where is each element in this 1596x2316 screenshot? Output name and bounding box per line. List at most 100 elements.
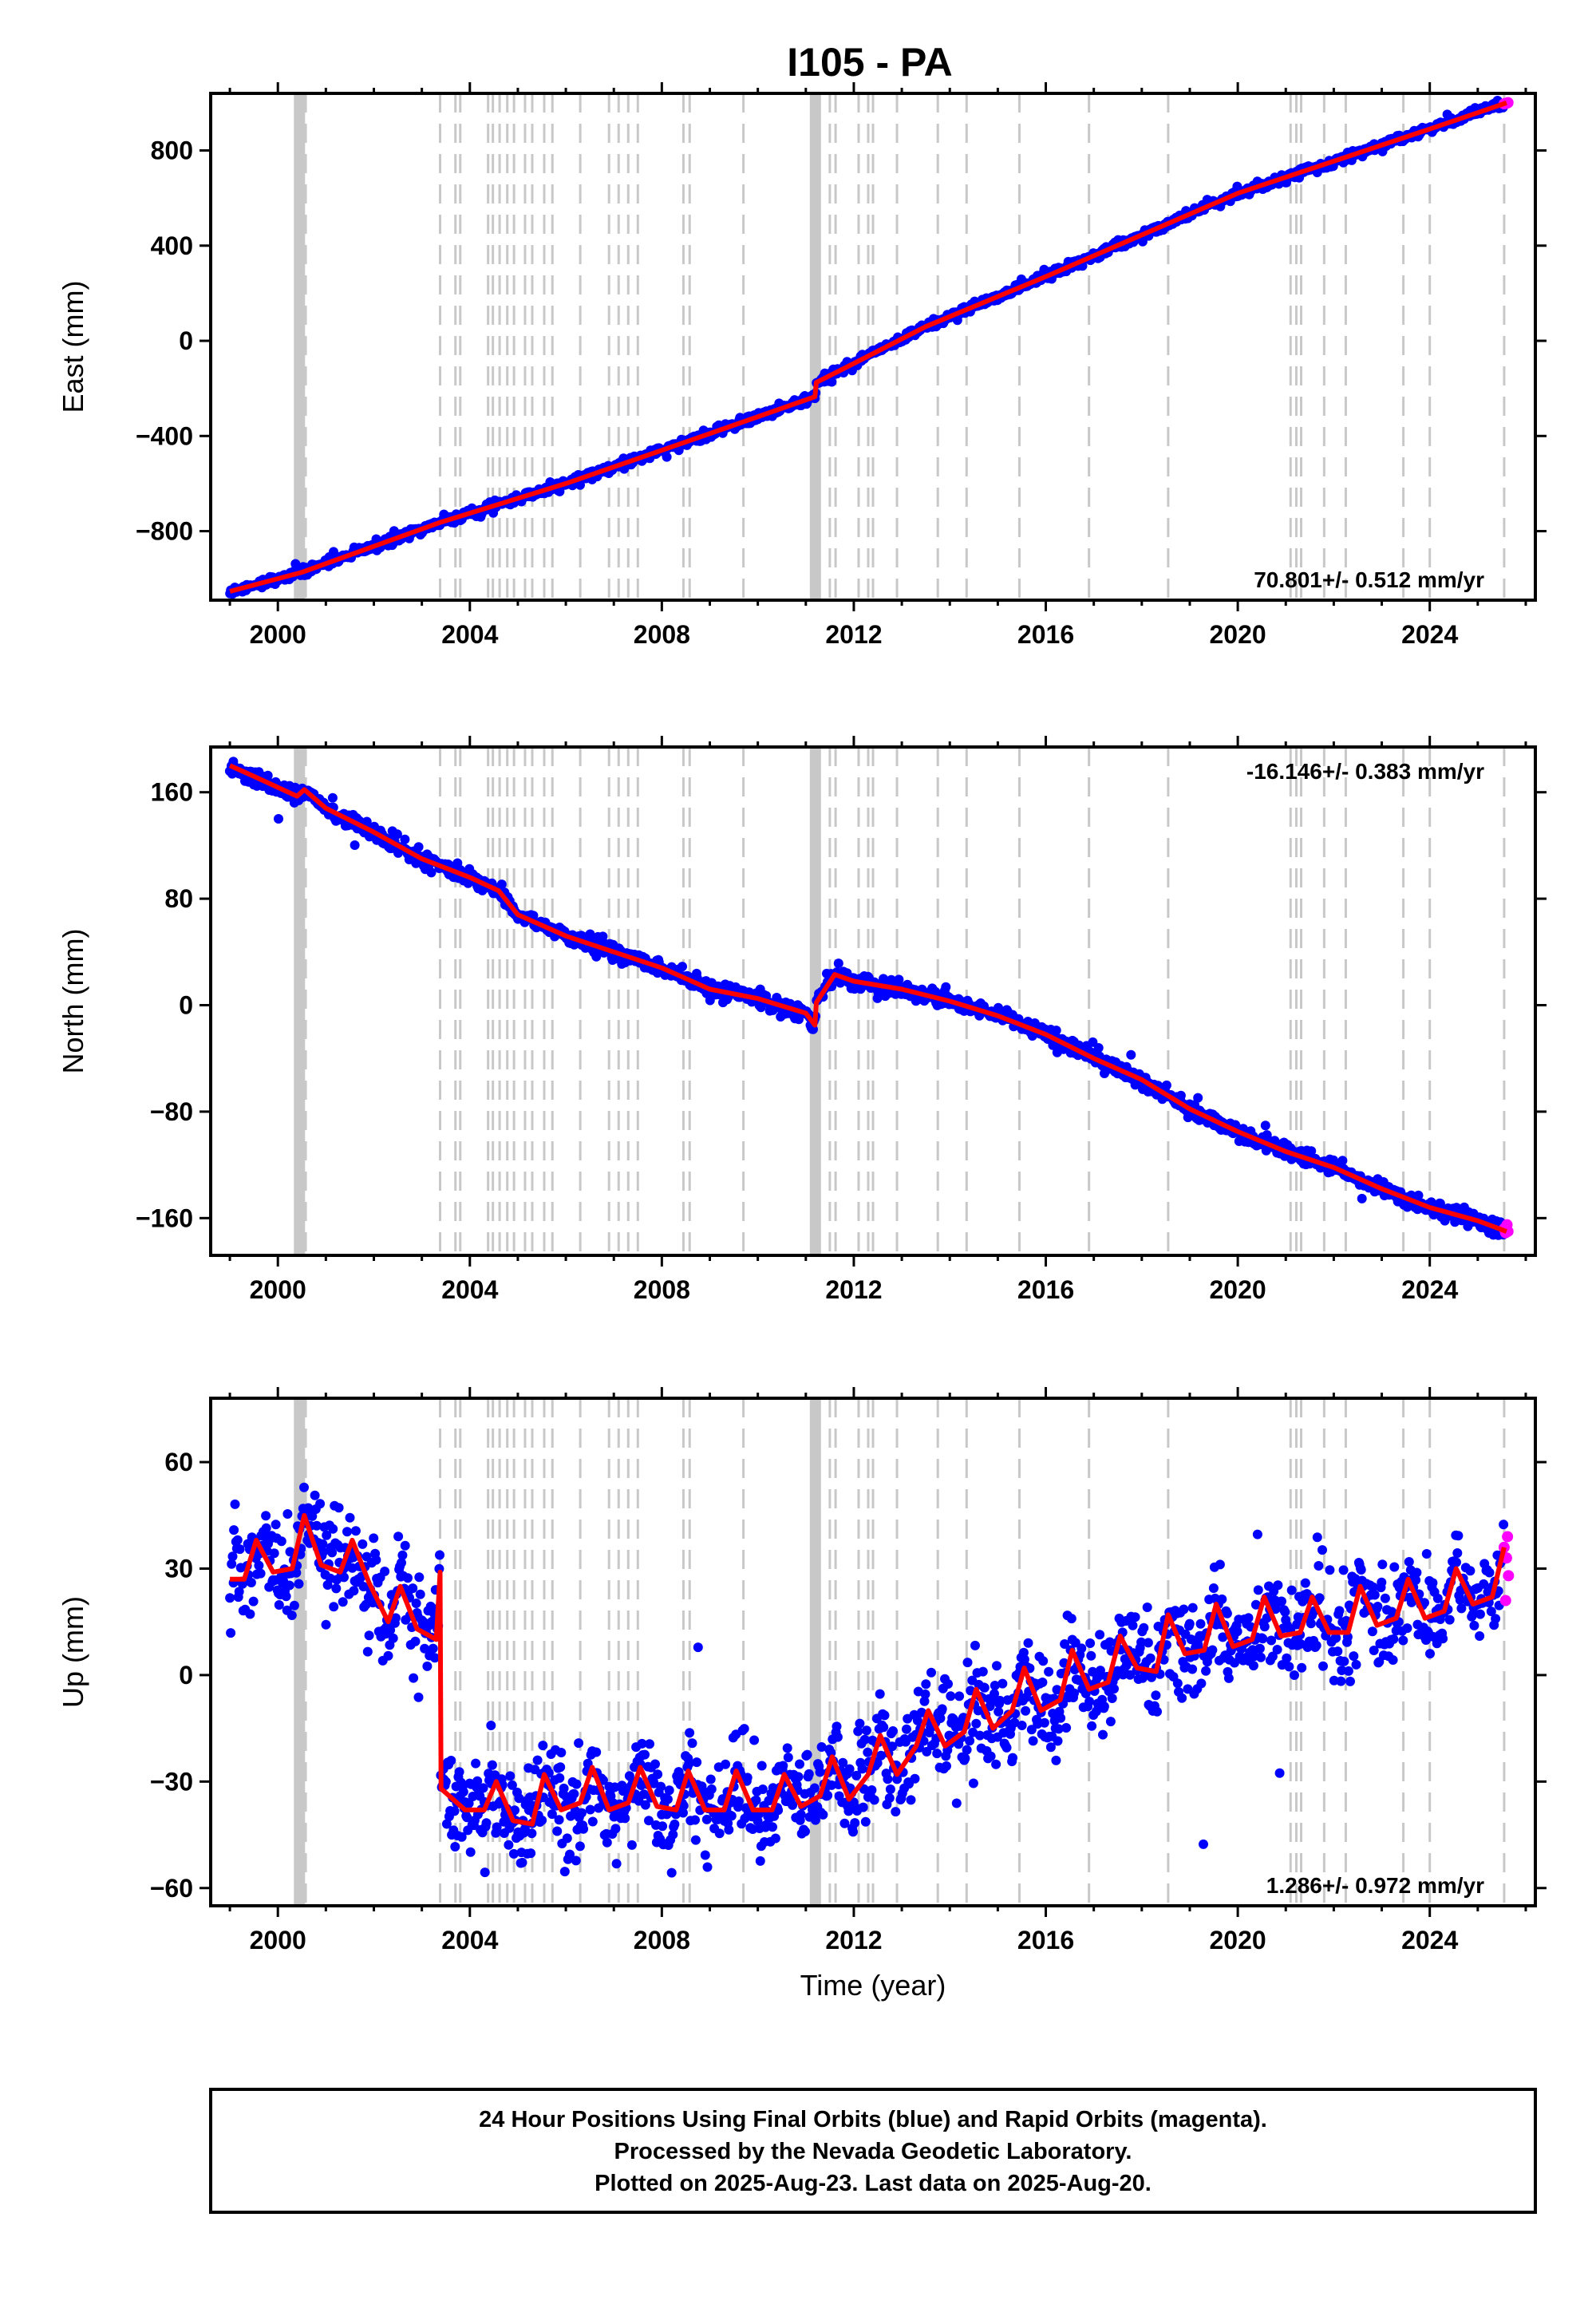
y-axis-label: East (mm) — [57, 281, 89, 413]
x-tick-label: 2004 — [441, 1926, 498, 1954]
data-point — [1252, 1529, 1262, 1539]
data-point — [749, 1735, 760, 1745]
data-point — [620, 1813, 630, 1824]
data-point — [662, 452, 672, 462]
data-point — [998, 1678, 1008, 1689]
data-point — [1069, 1688, 1079, 1698]
data-point — [1137, 236, 1148, 247]
footer-line-3: Plotted on 2025-Aug-23. Last data on 202… — [595, 2171, 1152, 2196]
data-point — [1019, 1654, 1029, 1665]
data-point — [713, 1919, 722, 1928]
data-point — [1128, 1620, 1138, 1630]
data-point — [832, 1721, 842, 1732]
data-point — [454, 1767, 464, 1777]
data-point — [339, 1572, 349, 1583]
data-point — [571, 1856, 581, 1866]
data-point — [435, 1550, 444, 1560]
data-point — [1402, 1623, 1412, 1634]
data-point — [1139, 1622, 1149, 1633]
data-point — [921, 1679, 931, 1690]
data-point — [809, 1783, 820, 1793]
data-point — [1038, 1656, 1049, 1666]
data-point — [234, 1587, 244, 1597]
data-point — [464, 1798, 474, 1808]
data-point — [974, 1730, 985, 1741]
data-point — [537, 1815, 547, 1825]
data-point — [602, 1837, 612, 1848]
data-point — [1420, 1598, 1429, 1608]
data-point — [285, 1547, 295, 1557]
data-point — [508, 1848, 519, 1859]
data-point — [1356, 1565, 1366, 1575]
data-point — [853, 1726, 863, 1737]
data-point — [1421, 1549, 1432, 1559]
data-point — [1085, 1638, 1096, 1648]
data-point — [456, 1832, 467, 1842]
data-point — [992, 1661, 1001, 1671]
data-point — [778, 1761, 788, 1771]
data-point — [891, 1807, 901, 1817]
data-point — [867, 1785, 877, 1795]
data-point — [229, 1525, 239, 1535]
data-point — [690, 1815, 700, 1825]
y-axis-label: North (mm) — [57, 929, 89, 1074]
data-point — [883, 1774, 893, 1784]
x-tick-label: 2004 — [441, 620, 498, 649]
data-point — [1177, 1693, 1187, 1703]
data-point — [245, 1609, 255, 1619]
y-tick-label: 60 — [164, 1448, 193, 1476]
data-point — [274, 814, 283, 824]
data-point — [1061, 1723, 1072, 1733]
data-point — [1218, 1632, 1228, 1642]
data-point — [1136, 1637, 1147, 1647]
data-point — [1338, 1565, 1349, 1575]
data-point — [875, 1689, 885, 1699]
chart-title: I105 - PA — [787, 40, 953, 85]
data-point — [926, 1667, 936, 1678]
data-point — [440, 1777, 451, 1787]
data-point — [979, 1682, 990, 1693]
data-point — [751, 1795, 761, 1805]
data-point — [428, 1643, 438, 1654]
x-tick-label: 2012 — [825, 1926, 882, 1954]
data-point — [294, 1579, 304, 1589]
data-point — [1199, 1839, 1208, 1849]
data-point — [481, 1818, 492, 1828]
data-point — [1499, 1520, 1509, 1530]
data-point — [1196, 1678, 1207, 1689]
data-point — [942, 1761, 951, 1771]
data-point — [1380, 1593, 1390, 1603]
data-point — [670, 1819, 680, 1829]
data-point — [700, 1850, 710, 1860]
rate-label: 1.286+/- 0.972 mm/yr — [1266, 1873, 1484, 1898]
data-point — [859, 1734, 870, 1745]
data-point — [397, 1558, 406, 1568]
data-point — [393, 1531, 404, 1542]
data-point — [951, 1798, 962, 1808]
data-point — [269, 1548, 279, 1559]
data-point — [1250, 1599, 1261, 1610]
data-point — [827, 1780, 837, 1790]
data-point — [1435, 1199, 1445, 1208]
data-point — [838, 1757, 848, 1768]
data-point — [532, 1755, 543, 1765]
data-point — [973, 1705, 983, 1716]
data-point — [755, 1856, 765, 1866]
x-tick-label: 2020 — [1210, 1926, 1266, 1954]
data-point — [261, 1523, 271, 1533]
data-point — [446, 1756, 456, 1765]
data-point — [349, 1586, 359, 1596]
data-point — [1290, 1670, 1299, 1680]
data-point — [1325, 1565, 1335, 1575]
data-point — [1086, 1650, 1096, 1661]
data-point — [1292, 1619, 1302, 1630]
x-tick-label: 2008 — [634, 620, 690, 649]
data-point — [916, 1707, 926, 1717]
data-point — [1413, 1190, 1424, 1200]
data-point — [1222, 1608, 1232, 1618]
data-point — [850, 1818, 860, 1828]
data-point — [684, 1759, 694, 1769]
data-point — [879, 1722, 889, 1733]
data-point — [702, 1862, 713, 1872]
data-point — [1053, 1724, 1064, 1734]
